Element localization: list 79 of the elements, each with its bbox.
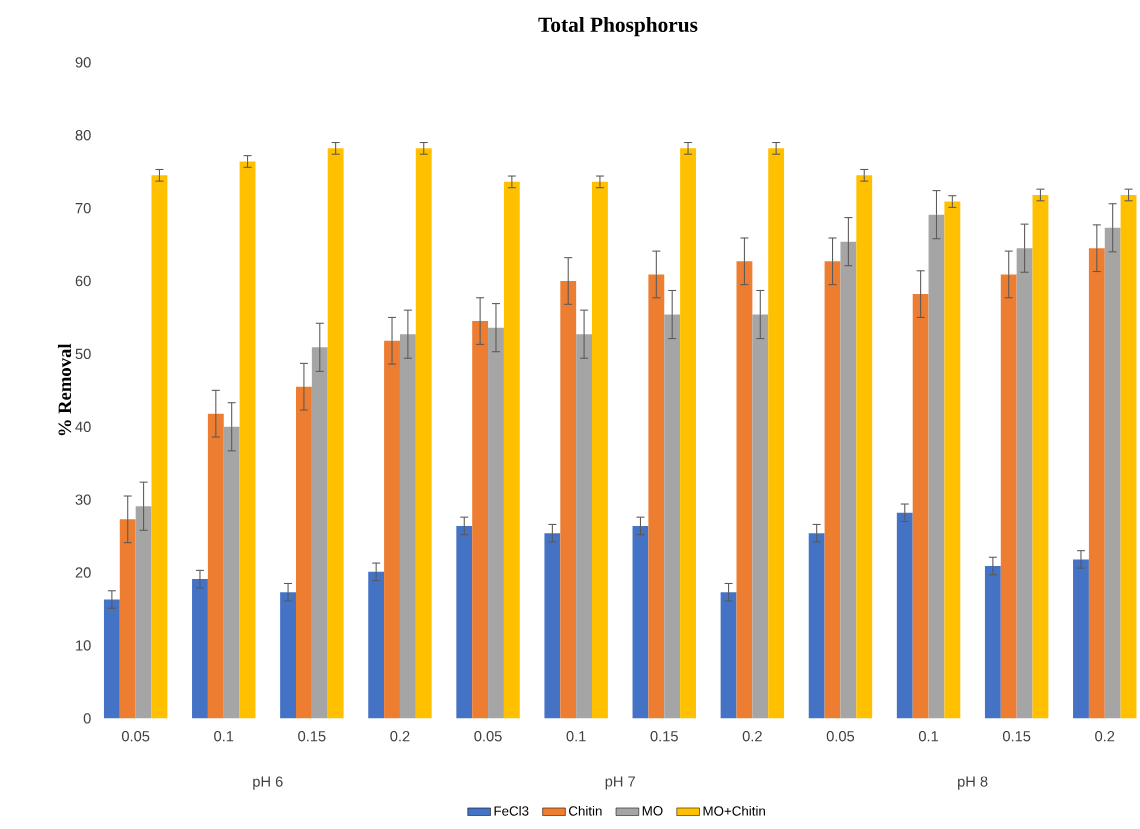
bar [576, 334, 593, 719]
bar [1073, 559, 1089, 719]
x-tick-label: 0.15 [650, 731, 678, 742]
bar [239, 161, 256, 719]
bar [1088, 248, 1105, 719]
y-tick-label: 90 [75, 57, 91, 68]
bar [192, 579, 208, 719]
bar [680, 148, 696, 719]
bar [896, 512, 913, 719]
bar [912, 294, 929, 719]
bar [544, 533, 561, 719]
y-tick-label: 60 [75, 275, 91, 287]
y-tick-label: 50 [75, 348, 91, 360]
x-tick-label: 0.2 [390, 731, 410, 742]
legend-label: MO [642, 806, 663, 816]
bar [560, 281, 577, 719]
bar [311, 347, 328, 719]
bar [1120, 194, 1137, 719]
bar [840, 241, 857, 719]
x-tick-label: 0.15 [298, 731, 326, 742]
bar [103, 599, 120, 719]
chart-title: Total Phosphorus [538, 16, 698, 37]
y-tick-label: 20 [75, 567, 91, 578]
x-tick-label: 0.1 [214, 731, 234, 742]
bar [648, 274, 665, 719]
bar [808, 533, 825, 719]
bar [207, 413, 224, 719]
bar [736, 261, 753, 719]
y-tick-label: 10 [76, 640, 91, 651]
bar [399, 334, 416, 719]
x-tick-label: 0.2 [742, 731, 762, 742]
bar [1032, 194, 1049, 719]
y-tick-label: 0 [83, 713, 91, 724]
text: pH 7 [605, 776, 635, 790]
x-tick-label: 0.1 [566, 731, 586, 742]
bar [472, 321, 489, 719]
x-tick-label: 0.05 [826, 731, 855, 742]
bar [1016, 248, 1033, 719]
y-tick-label: 70 [75, 202, 91, 214]
legend-label: MO+Chitin [703, 805, 765, 816]
y-tick-label: 30 [75, 494, 91, 505]
bar [295, 386, 312, 719]
bar [984, 565, 1001, 719]
bar [223, 426, 240, 719]
bar [456, 525, 473, 719]
bar [368, 571, 385, 719]
text: pH 8 [958, 776, 988, 790]
bar [720, 592, 737, 719]
y-tick-label: 40 [75, 421, 91, 432]
bar [632, 525, 649, 719]
bar [1104, 227, 1121, 719]
x-tick-label: 0.2 [1095, 731, 1115, 742]
bar [768, 148, 785, 719]
bar [503, 181, 520, 719]
x-tick-label: 0.15 [1002, 731, 1031, 742]
bar [928, 214, 945, 719]
bar [752, 314, 769, 719]
y-tick-label: 80 [75, 130, 91, 141]
bar [135, 506, 152, 719]
bar [280, 592, 296, 719]
bar [824, 261, 841, 719]
legend-label: Chitin [568, 805, 602, 816]
bar [944, 201, 961, 719]
bar [856, 175, 873, 719]
bar [119, 519, 136, 719]
x-tick-label: 0.05 [121, 731, 150, 742]
bar [327, 148, 344, 719]
bar [488, 327, 504, 719]
x-tick-label: 0.1 [918, 731, 939, 742]
x-tick-label: 0.05 [474, 731, 502, 742]
bar [664, 314, 681, 719]
bar [592, 181, 608, 719]
bar [151, 175, 168, 719]
legend-label: FeCl3 [494, 805, 529, 816]
bar [1000, 274, 1017, 719]
bar [384, 340, 400, 719]
bar [415, 148, 432, 719]
text: pH 6 [253, 776, 283, 790]
y-axis-title: % Removal [57, 343, 72, 436]
